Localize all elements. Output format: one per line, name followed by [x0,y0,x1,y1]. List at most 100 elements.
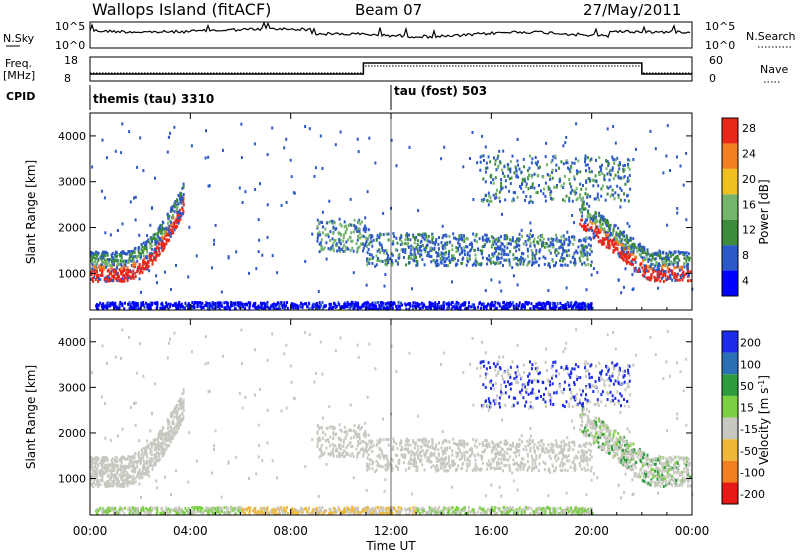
echo-cell [563,257,566,261]
echo-cell [445,264,448,267]
echo-cell [559,301,562,305]
echo-cell [351,304,354,308]
echo-cell [496,188,498,192]
echo-cell [673,266,676,270]
echo-cell [472,232,475,236]
echo-cell [94,266,97,270]
echo-cell [346,227,349,231]
echo-cell [486,304,489,308]
echo-cell [248,304,251,308]
echo-cell [554,154,557,158]
echo-cell [486,262,489,266]
echo-cell [503,506,505,509]
echo-cell [370,240,373,244]
echo-cell [211,266,213,270]
echo-cell [565,286,568,290]
echo-cell [116,307,119,310]
echo-cell [480,306,483,310]
echo-cell [146,510,149,514]
echo-cell [683,253,686,257]
echo-cell [681,265,684,269]
echo-cell [598,211,601,215]
echo-cell [375,263,378,267]
echo-cell [138,271,141,275]
echo-cell [662,279,665,283]
echo-cell [140,508,143,512]
echo-cell [495,168,498,172]
echo-cell [150,237,153,241]
echo-cell [434,506,437,510]
echo-cell [402,250,404,253]
freq-tick-top: 18 [64,54,78,67]
echo-cell [110,260,113,264]
freq-tick-bottom: 8 [64,72,71,85]
echo-cell [496,239,499,243]
echo-cell [518,301,521,305]
echo-cell [142,169,145,173]
echo-cell [612,193,615,197]
echo-cell [530,302,533,306]
freq-panel: Freq. [MHz] 18 8 60 0 Nave [3,54,788,85]
echo-cell [273,511,276,515]
echo-cell [92,457,95,461]
echo-cell [130,460,133,464]
echo-cell [137,255,140,258]
echo-cell [330,246,333,250]
echo-cell [258,238,261,242]
echo-cell [263,512,265,516]
echo-cell [594,217,596,221]
echo-cell [436,511,439,515]
echo-cell [130,475,132,479]
echo-cell [506,236,509,240]
echo-cell [106,278,109,282]
echo-cell [626,158,629,162]
echo-cell [142,508,145,512]
echo-cell [491,506,494,510]
echo-cell [100,273,103,277]
echo-cell [654,251,657,255]
echo-cell [234,512,237,516]
echo-cell [500,183,502,187]
echo-cell [161,438,164,442]
echo-cell [311,304,314,308]
echo-cell [565,194,568,198]
echo-cell [592,184,595,188]
echo-cell [174,220,177,224]
echo-cell [390,259,393,262]
echo-cell [493,307,496,311]
echo-cell [447,306,449,310]
echo-cell [443,264,446,267]
echo-cell [670,251,673,255]
echo-cell [579,507,582,511]
echo-cell [348,223,351,227]
echo-cell [361,234,364,238]
echo-cell [378,509,381,512]
echo-cell [364,506,367,510]
echo-cell [534,260,537,264]
echo-cell [412,301,415,305]
echo-cell [150,244,153,248]
echo-cell [181,195,184,199]
echo-cell [506,511,509,515]
echo-cell [629,236,632,240]
echo-cell [494,300,497,304]
echo-cell [121,302,124,306]
echo-cell [142,259,145,263]
echo-cell [408,307,411,311]
echo-cell [609,233,612,237]
echo-cell [387,254,390,258]
echo-cell [273,507,275,511]
echo-cell [619,176,622,180]
echo-cell [619,251,621,255]
echo-cell [200,302,203,306]
echo-cell [617,170,620,174]
echo-cell [467,307,470,311]
echo-cell [600,163,603,167]
echo-cell [671,272,674,275]
echo-cell [664,274,667,278]
echo-cell [120,302,123,306]
echo-cell [547,185,550,189]
echo-cell [523,165,525,169]
echo-cell [238,510,241,514]
echo-cell [146,234,149,238]
